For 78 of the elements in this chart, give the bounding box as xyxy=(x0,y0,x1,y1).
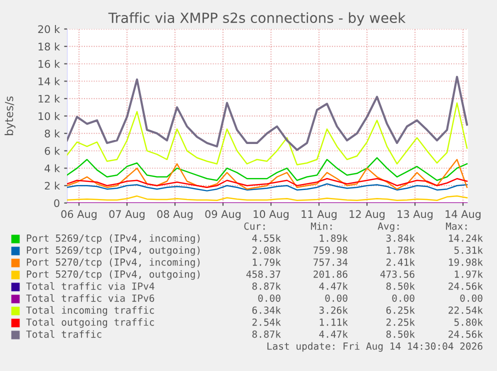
text: 24.56k xyxy=(448,282,483,290)
y-tick-label: 12 k xyxy=(38,94,60,103)
y-tick-label: 0 xyxy=(54,199,60,208)
text: 3.26k xyxy=(319,306,348,314)
y-tick-label: 8 k xyxy=(44,129,60,138)
y-tick-label: 16 k xyxy=(38,60,60,68)
x-tick-label: 14 Aug xyxy=(446,210,481,220)
chart-title: Traffic via XMPP s2s connections - by week xyxy=(108,12,406,26)
text: 8.50k xyxy=(386,330,415,338)
text: 22.54k xyxy=(448,306,483,314)
text: Min: xyxy=(310,222,332,230)
text: 4.47k xyxy=(319,282,348,290)
text: 6.25k xyxy=(386,306,415,314)
y-tick-label: 18 k xyxy=(38,42,60,51)
y-tick-label: 4 k xyxy=(44,164,60,172)
text: 0.00 xyxy=(392,294,414,302)
text: 757.34 xyxy=(314,258,348,266)
y-tick-label: 20 k xyxy=(38,25,60,34)
text: 5.31k xyxy=(454,246,483,254)
text: 759.98 xyxy=(314,246,348,254)
x-tick-label: 08 Aug xyxy=(157,210,193,220)
legend-label: Total outgoing traffic xyxy=(26,318,154,328)
line-series xyxy=(67,183,468,192)
legend-label: Port 5269/tcp (IPv4, incoming) xyxy=(26,234,200,244)
text: 2.25k xyxy=(386,318,415,326)
legend-label: Total traffic via IPv4 xyxy=(26,282,154,290)
x-tick-label: 11 Aug xyxy=(302,210,337,220)
y-tick-label: 2 k xyxy=(44,182,60,190)
text: Last update: Fri Aug 14 14:30:04 2026 xyxy=(267,342,482,352)
x-tick-label: 13 Aug xyxy=(398,210,433,220)
y-axis-title: bytes/s xyxy=(4,96,16,136)
y-tick-label: 14 k xyxy=(38,77,60,86)
text: Avg: xyxy=(378,222,399,232)
line-series xyxy=(67,178,468,188)
x-tick-label: 06 Aug xyxy=(61,210,97,220)
text: 0.00 xyxy=(325,294,348,302)
x-tick-label: 12 Aug xyxy=(350,210,385,220)
text: 2.54k xyxy=(252,318,281,326)
y-tick-label: 10 k xyxy=(38,112,60,120)
text: 0.00 xyxy=(460,294,482,302)
text: 14.24k xyxy=(449,234,483,242)
y-tick-label: 6 k xyxy=(44,146,60,155)
text: 0.00 xyxy=(258,294,280,302)
line-series xyxy=(67,158,468,190)
text: 3.84k xyxy=(386,234,415,242)
line-series xyxy=(67,157,468,182)
legend-label: Port 5270/tcp (IPv4, incoming) xyxy=(26,258,200,268)
text: 4.47k xyxy=(319,330,348,338)
line-series xyxy=(67,102,468,166)
text: 19.98k xyxy=(449,258,483,266)
text: 8.87k xyxy=(252,330,281,338)
text: Max: xyxy=(446,222,467,230)
text: 1.97k xyxy=(454,270,483,278)
text: 473.56 xyxy=(380,270,414,278)
text: 1.78k xyxy=(386,246,415,254)
text: 1.11k xyxy=(320,318,348,326)
text: 5.80k xyxy=(454,318,483,326)
x-tick-label: 10 Aug xyxy=(254,210,289,220)
text: 2.41k xyxy=(386,258,415,266)
text: 6.34k xyxy=(252,306,281,314)
x-tick-label: 09 Aug xyxy=(205,210,241,220)
text: 4.55k xyxy=(252,234,281,242)
legend-label: Total traffic xyxy=(26,330,102,338)
legend-label: Total incoming traffic xyxy=(26,306,154,316)
text: 24.56k xyxy=(448,330,483,338)
line-series xyxy=(67,76,468,151)
x-tick-label: 07 Aug xyxy=(109,210,145,220)
legend-label: Port 5270/tcp (IPv4, outgoing) xyxy=(26,270,200,280)
text: 2.08k xyxy=(252,246,281,254)
text: 1.89k xyxy=(320,234,348,242)
text: 201.86 xyxy=(314,270,348,278)
text: 8.50k xyxy=(386,282,415,290)
text: Cur: xyxy=(244,222,265,230)
text: 8.87k xyxy=(252,282,281,290)
legend-label: Port 5269/tcp (IPv4, outgoing) xyxy=(26,246,200,256)
text: 1.79k xyxy=(252,258,281,266)
text: 458.37 xyxy=(246,270,280,278)
legend-label: Total traffic via IPv6 xyxy=(26,294,154,302)
